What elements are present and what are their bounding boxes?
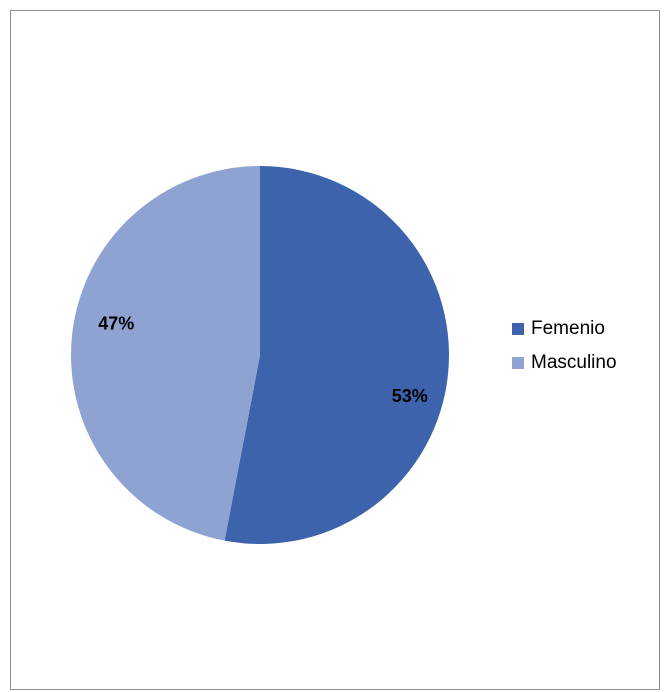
data-label-masculino: 47% xyxy=(98,313,134,333)
legend-swatch-femenio xyxy=(512,323,524,335)
pie-slice-femenio xyxy=(224,166,450,544)
data-label-femenio: 53% xyxy=(392,386,428,406)
chart-legend: Femenio Masculino xyxy=(512,312,617,380)
legend-label-masculino: Masculino xyxy=(531,352,617,373)
legend-item-femenio: Femenio xyxy=(512,312,617,346)
legend-label-femenio: Femenio xyxy=(531,318,605,339)
pie-slice-masculino xyxy=(71,166,260,541)
legend-swatch-masculino xyxy=(512,357,524,369)
legend-item-masculino: Masculino xyxy=(512,346,617,380)
